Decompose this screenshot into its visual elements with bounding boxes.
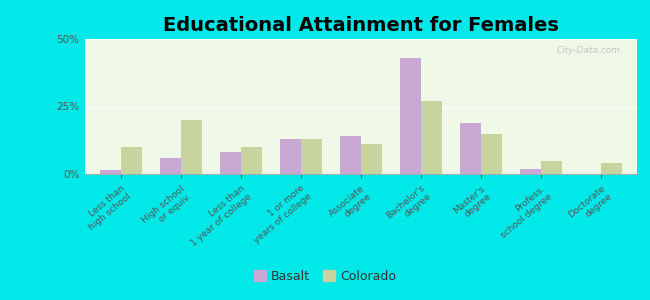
Bar (220, 152, 240, 174)
Bar (280, 139, 301, 174)
Title: Educational Attainment for Females: Educational Attainment for Females (162, 16, 559, 35)
Text: City-Data.com: City-Data.com (556, 46, 620, 55)
Bar (120, 147, 142, 174)
Bar (240, 147, 262, 174)
Bar (301, 139, 322, 174)
Bar (181, 120, 202, 174)
Bar (421, 101, 442, 174)
Bar (361, 144, 382, 174)
Bar (520, 169, 541, 174)
Bar (340, 136, 361, 174)
Bar (159, 158, 181, 174)
Legend: Basalt, Colorado: Basalt, Colorado (249, 265, 401, 288)
Bar (99, 170, 120, 174)
Bar (601, 163, 622, 174)
Bar (400, 58, 421, 174)
Bar (481, 134, 502, 174)
Bar (460, 123, 481, 174)
Bar (541, 160, 562, 174)
